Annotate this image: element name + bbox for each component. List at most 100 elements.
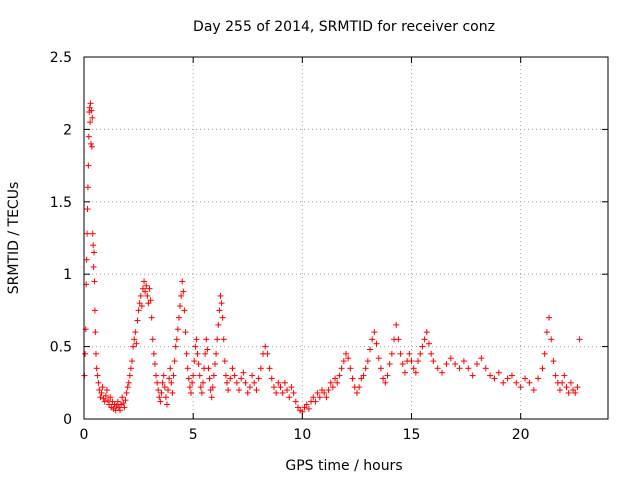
data-point	[205, 365, 212, 372]
data-point	[173, 336, 180, 343]
data-point	[474, 360, 480, 367]
data-point	[148, 314, 155, 321]
data-point	[160, 372, 167, 379]
data-point	[347, 365, 354, 372]
y-tick-label: 0.5	[50, 340, 72, 356]
data-point	[169, 389, 176, 396]
data-point	[334, 379, 341, 386]
data-point	[225, 387, 232, 394]
data-point	[281, 379, 288, 386]
data-point	[87, 119, 94, 126]
data-point	[124, 384, 131, 391]
data-point	[178, 292, 185, 299]
data-point	[343, 350, 349, 357]
data-point	[262, 343, 269, 350]
data-point	[236, 387, 243, 394]
data-point	[264, 350, 271, 357]
data-point	[428, 350, 435, 357]
data-point	[146, 285, 153, 292]
data-point	[122, 397, 129, 404]
data-point	[238, 375, 245, 382]
data-point	[197, 384, 204, 391]
data-point	[203, 336, 210, 343]
data-point	[452, 360, 459, 367]
data-point	[482, 365, 489, 372]
data-point	[123, 389, 130, 396]
data-point	[229, 365, 236, 372]
data-point	[495, 369, 502, 376]
data-point	[85, 162, 92, 169]
data-point	[102, 392, 109, 399]
data-point	[305, 405, 312, 412]
data-point	[82, 350, 89, 357]
data-point	[92, 329, 99, 336]
data-point	[114, 398, 121, 405]
data-point	[121, 404, 128, 411]
data-point	[513, 379, 520, 386]
data-point	[314, 389, 321, 396]
data-point	[465, 365, 472, 372]
data-point	[117, 407, 124, 414]
data-point	[530, 387, 537, 394]
data-point	[246, 384, 253, 391]
data-point	[107, 394, 114, 401]
data-point	[399, 360, 406, 367]
data-point	[217, 292, 224, 299]
data-point	[166, 375, 173, 382]
data-point	[576, 336, 583, 343]
data-point	[336, 372, 343, 379]
data-point	[181, 307, 188, 314]
data-point	[517, 384, 524, 391]
data-point	[198, 389, 205, 396]
data-point	[310, 394, 317, 401]
data-point	[131, 336, 138, 343]
data-point	[196, 372, 203, 379]
data-point	[303, 401, 310, 408]
data-point	[408, 358, 415, 365]
data-point	[126, 372, 133, 379]
data-point	[98, 389, 105, 396]
axis-ticks	[83, 56, 608, 420]
data-point	[563, 384, 570, 391]
data-point	[386, 360, 393, 367]
data-point	[443, 360, 450, 367]
data-point	[88, 143, 95, 150]
data-point	[242, 379, 249, 386]
data-point	[329, 384, 336, 391]
data-point	[170, 372, 177, 379]
data-point	[90, 263, 97, 270]
data-point	[572, 389, 579, 396]
data-point	[220, 336, 227, 343]
data-point	[338, 365, 345, 372]
data-point	[251, 379, 258, 386]
data-point	[168, 379, 175, 386]
data-point	[94, 372, 101, 379]
data-point	[312, 398, 319, 405]
data-point	[192, 343, 199, 350]
data-point	[257, 365, 264, 372]
data-point	[95, 379, 102, 386]
grid-lines	[84, 57, 608, 419]
data-point	[89, 114, 96, 121]
data-point	[194, 350, 201, 357]
data-point	[84, 230, 91, 237]
data-point	[165, 387, 172, 394]
data-point	[369, 336, 376, 343]
data-point	[222, 372, 229, 379]
chart-title: Day 255 of 2014, SRMTID for receiver con…	[193, 19, 495, 35]
data-point	[187, 389, 194, 396]
data-point	[91, 249, 98, 256]
data-point	[91, 278, 98, 285]
data-point	[508, 372, 515, 379]
data-point	[325, 387, 332, 394]
data-point	[561, 372, 568, 379]
data-point	[321, 389, 328, 396]
data-point	[423, 329, 430, 336]
data-point	[189, 379, 196, 386]
data-point	[393, 321, 400, 328]
data-point	[284, 387, 291, 394]
data-point	[546, 314, 553, 321]
data-point	[286, 394, 293, 401]
data-point	[556, 387, 563, 394]
data-point	[157, 398, 164, 405]
